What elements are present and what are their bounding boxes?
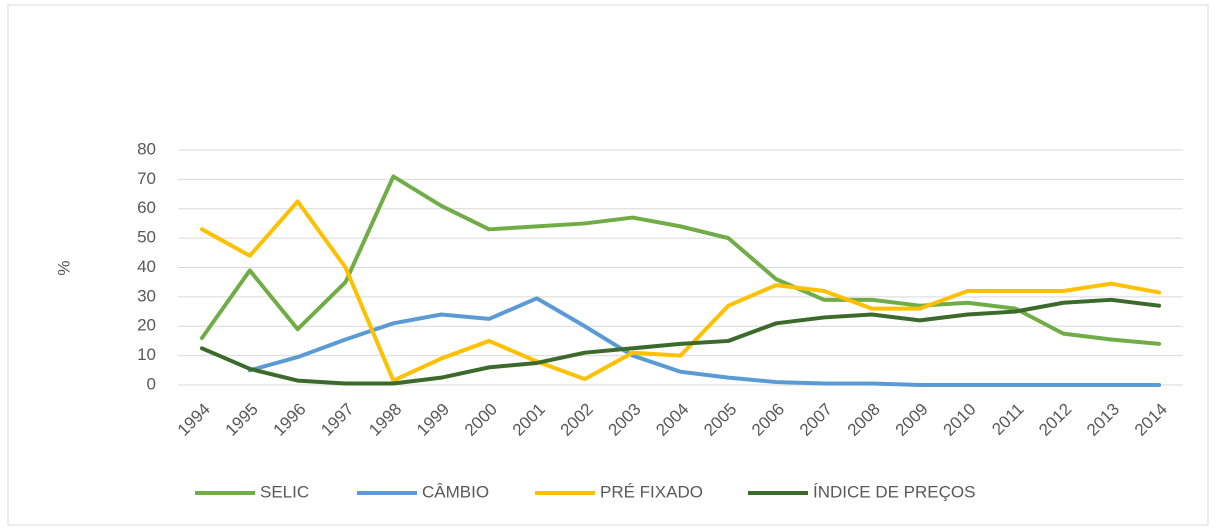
y-tick-label: 10 (137, 345, 156, 364)
legend-label: ÍNDICE DE PREÇOS (813, 482, 975, 501)
legend-label: CÂMBIO (422, 482, 489, 501)
y-axis-label: % (54, 260, 73, 275)
y-tick-label: 0 (147, 374, 156, 393)
y-tick-label: 40 (137, 257, 156, 276)
y-tick-label: 70 (137, 169, 156, 188)
chart-frame (7, 4, 1209, 526)
series-line (199, 174, 1162, 346)
series-line (199, 199, 1162, 383)
legend-label: PRÉ FIXADO (600, 482, 703, 501)
y-tick-label: 20 (137, 316, 156, 335)
legend-label: SELIC (260, 482, 309, 501)
y-tick-label: 30 (137, 286, 156, 305)
y-tick-label: 80 (137, 139, 156, 158)
y-tick-label: 60 (137, 198, 156, 217)
y-tick-label: 50 (137, 228, 156, 247)
series-line (199, 297, 1162, 386)
series-line (247, 296, 1162, 387)
